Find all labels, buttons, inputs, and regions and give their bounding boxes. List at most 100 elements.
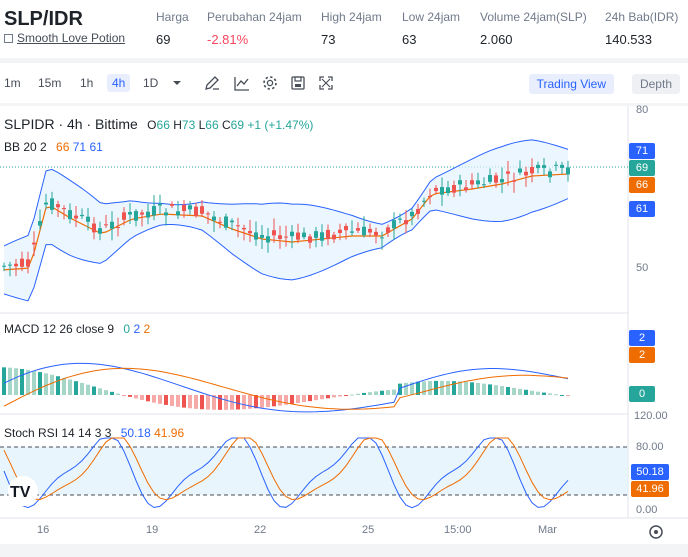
candle-body [176, 211, 180, 216]
indicator-icon[interactable] [233, 74, 251, 92]
pencil-icon[interactable] [203, 74, 221, 92]
macd-line-value: 2 [133, 322, 141, 336]
candle-body [356, 228, 360, 231]
candle-body [92, 223, 96, 233]
stat-value: 73 [321, 32, 336, 47]
macd-histogram-bar [74, 381, 78, 395]
candle-body [164, 212, 168, 216]
macd-histogram-bar [506, 386, 510, 395]
candle-body [50, 198, 54, 210]
macd-histogram-bar [134, 395, 138, 399]
macd-histogram-bar [530, 390, 534, 395]
macd-histogram-bar [182, 395, 186, 408]
candle-body [320, 232, 324, 241]
candle-body [302, 232, 306, 238]
macd-histogram-bar [320, 395, 324, 400]
last-price-box: 69 [629, 160, 655, 176]
candle-body [74, 215, 78, 219]
candle-body [32, 242, 36, 245]
candle-body [482, 184, 486, 186]
stat-label: 24h Bab(IDR) [605, 10, 679, 24]
macd-line [3, 362, 569, 413]
stat-quote-volume: 24h Bab(IDR) 140.533 [605, 10, 678, 47]
timeframe-1m[interactable]: 1m [4, 76, 21, 90]
legend-high: 73 [181, 118, 196, 132]
rsi-tick: 0.00 [636, 504, 658, 516]
stat-label: High 24jam [321, 10, 382, 24]
macd-histogram-bar [86, 384, 90, 395]
macd-histogram-bar [536, 391, 540, 395]
candle-body [290, 231, 294, 237]
candle-body [260, 234, 264, 238]
timeframe-1h[interactable]: 1h [80, 76, 94, 90]
chevron-down-icon[interactable] [168, 74, 186, 92]
candle-body [542, 165, 546, 168]
bollinger-lower-line [3, 198, 569, 302]
timeframe-4h[interactable]: 4h [107, 74, 131, 92]
candle-body [536, 164, 540, 169]
candle-body [170, 204, 174, 206]
timeframe-15m[interactable]: 15m [38, 76, 62, 90]
chart-settings-icon[interactable] [649, 525, 663, 539]
rsi-legend: Stoch RSI 14 14 3 3 50.18 41.96 [4, 426, 184, 440]
market-header: SLP/IDR Smooth Love Potion Harga 69 Perub… [0, 0, 688, 58]
candle-body [488, 175, 492, 182]
trading-view-button[interactable]: Trading View [528, 74, 614, 94]
stat-change: Perubahan 24jam -2.81% [207, 10, 302, 47]
macd-histogram-bar [68, 379, 72, 395]
bb-label: BB 20 2 [4, 140, 47, 154]
macd-histogram-bar [296, 395, 300, 404]
coin-name-link[interactable]: Smooth Love Potion [4, 31, 125, 45]
candle-body [8, 264, 12, 266]
depth-button[interactable]: Depth [631, 74, 680, 94]
macd-histogram-bar [488, 384, 492, 395]
macd-histogram-bar [242, 395, 246, 410]
candle-body [380, 237, 384, 239]
bb-mid-price-box: 66 [629, 177, 655, 193]
candle-body [140, 212, 144, 215]
macd-histogram-bar [374, 391, 378, 395]
candle-body [254, 232, 258, 240]
macd-histogram-bar [236, 395, 240, 410]
legend-h-label: H [173, 118, 182, 132]
stoch-d-line [3, 437, 569, 501]
candle-body [344, 225, 348, 231]
candle-body [200, 206, 204, 214]
macd-histogram-bar [386, 390, 390, 395]
legend-low: 66 [205, 118, 219, 132]
macd-histogram-bar [248, 395, 252, 409]
candle-body [182, 204, 186, 212]
candle-body [566, 167, 570, 175]
rsi-tick: 80.00 [636, 441, 664, 453]
coin-icon [4, 33, 13, 43]
macd-histogram-bar [554, 394, 558, 396]
bb-mid-value: 66 [56, 140, 70, 154]
candle-body [62, 208, 66, 210]
candle-body [350, 231, 354, 233]
stat-price: Harga 69 [156, 10, 189, 47]
save-icon[interactable] [289, 74, 307, 92]
fullscreen-icon[interactable] [317, 74, 335, 92]
macd-histogram-bar [464, 381, 468, 395]
svg-text:TV: TV [10, 484, 31, 501]
bollinger-fill-area [4, 139, 568, 301]
macd-histogram-bar [176, 395, 180, 407]
candle-body [116, 227, 120, 229]
x-axis-label: 25 [362, 524, 375, 536]
bb-legend: BB 20 2 66 71 61 [4, 140, 103, 154]
macd-histogram-bar [542, 392, 546, 395]
macd-histogram-bar [32, 370, 36, 395]
price-tick: 50 [636, 262, 649, 274]
candle-body [230, 220, 234, 223]
legend-close: 69 [230, 118, 245, 132]
candle-body [386, 227, 390, 233]
macd-histogram-bar [8, 367, 12, 395]
gear-icon[interactable] [261, 74, 279, 92]
stat-label: Harga [156, 10, 189, 24]
timeframe-1d[interactable]: 1D [143, 76, 159, 90]
candle-body [446, 187, 450, 194]
candle-body [272, 230, 276, 236]
candle-body [458, 180, 462, 185]
candle-body [104, 224, 108, 226]
